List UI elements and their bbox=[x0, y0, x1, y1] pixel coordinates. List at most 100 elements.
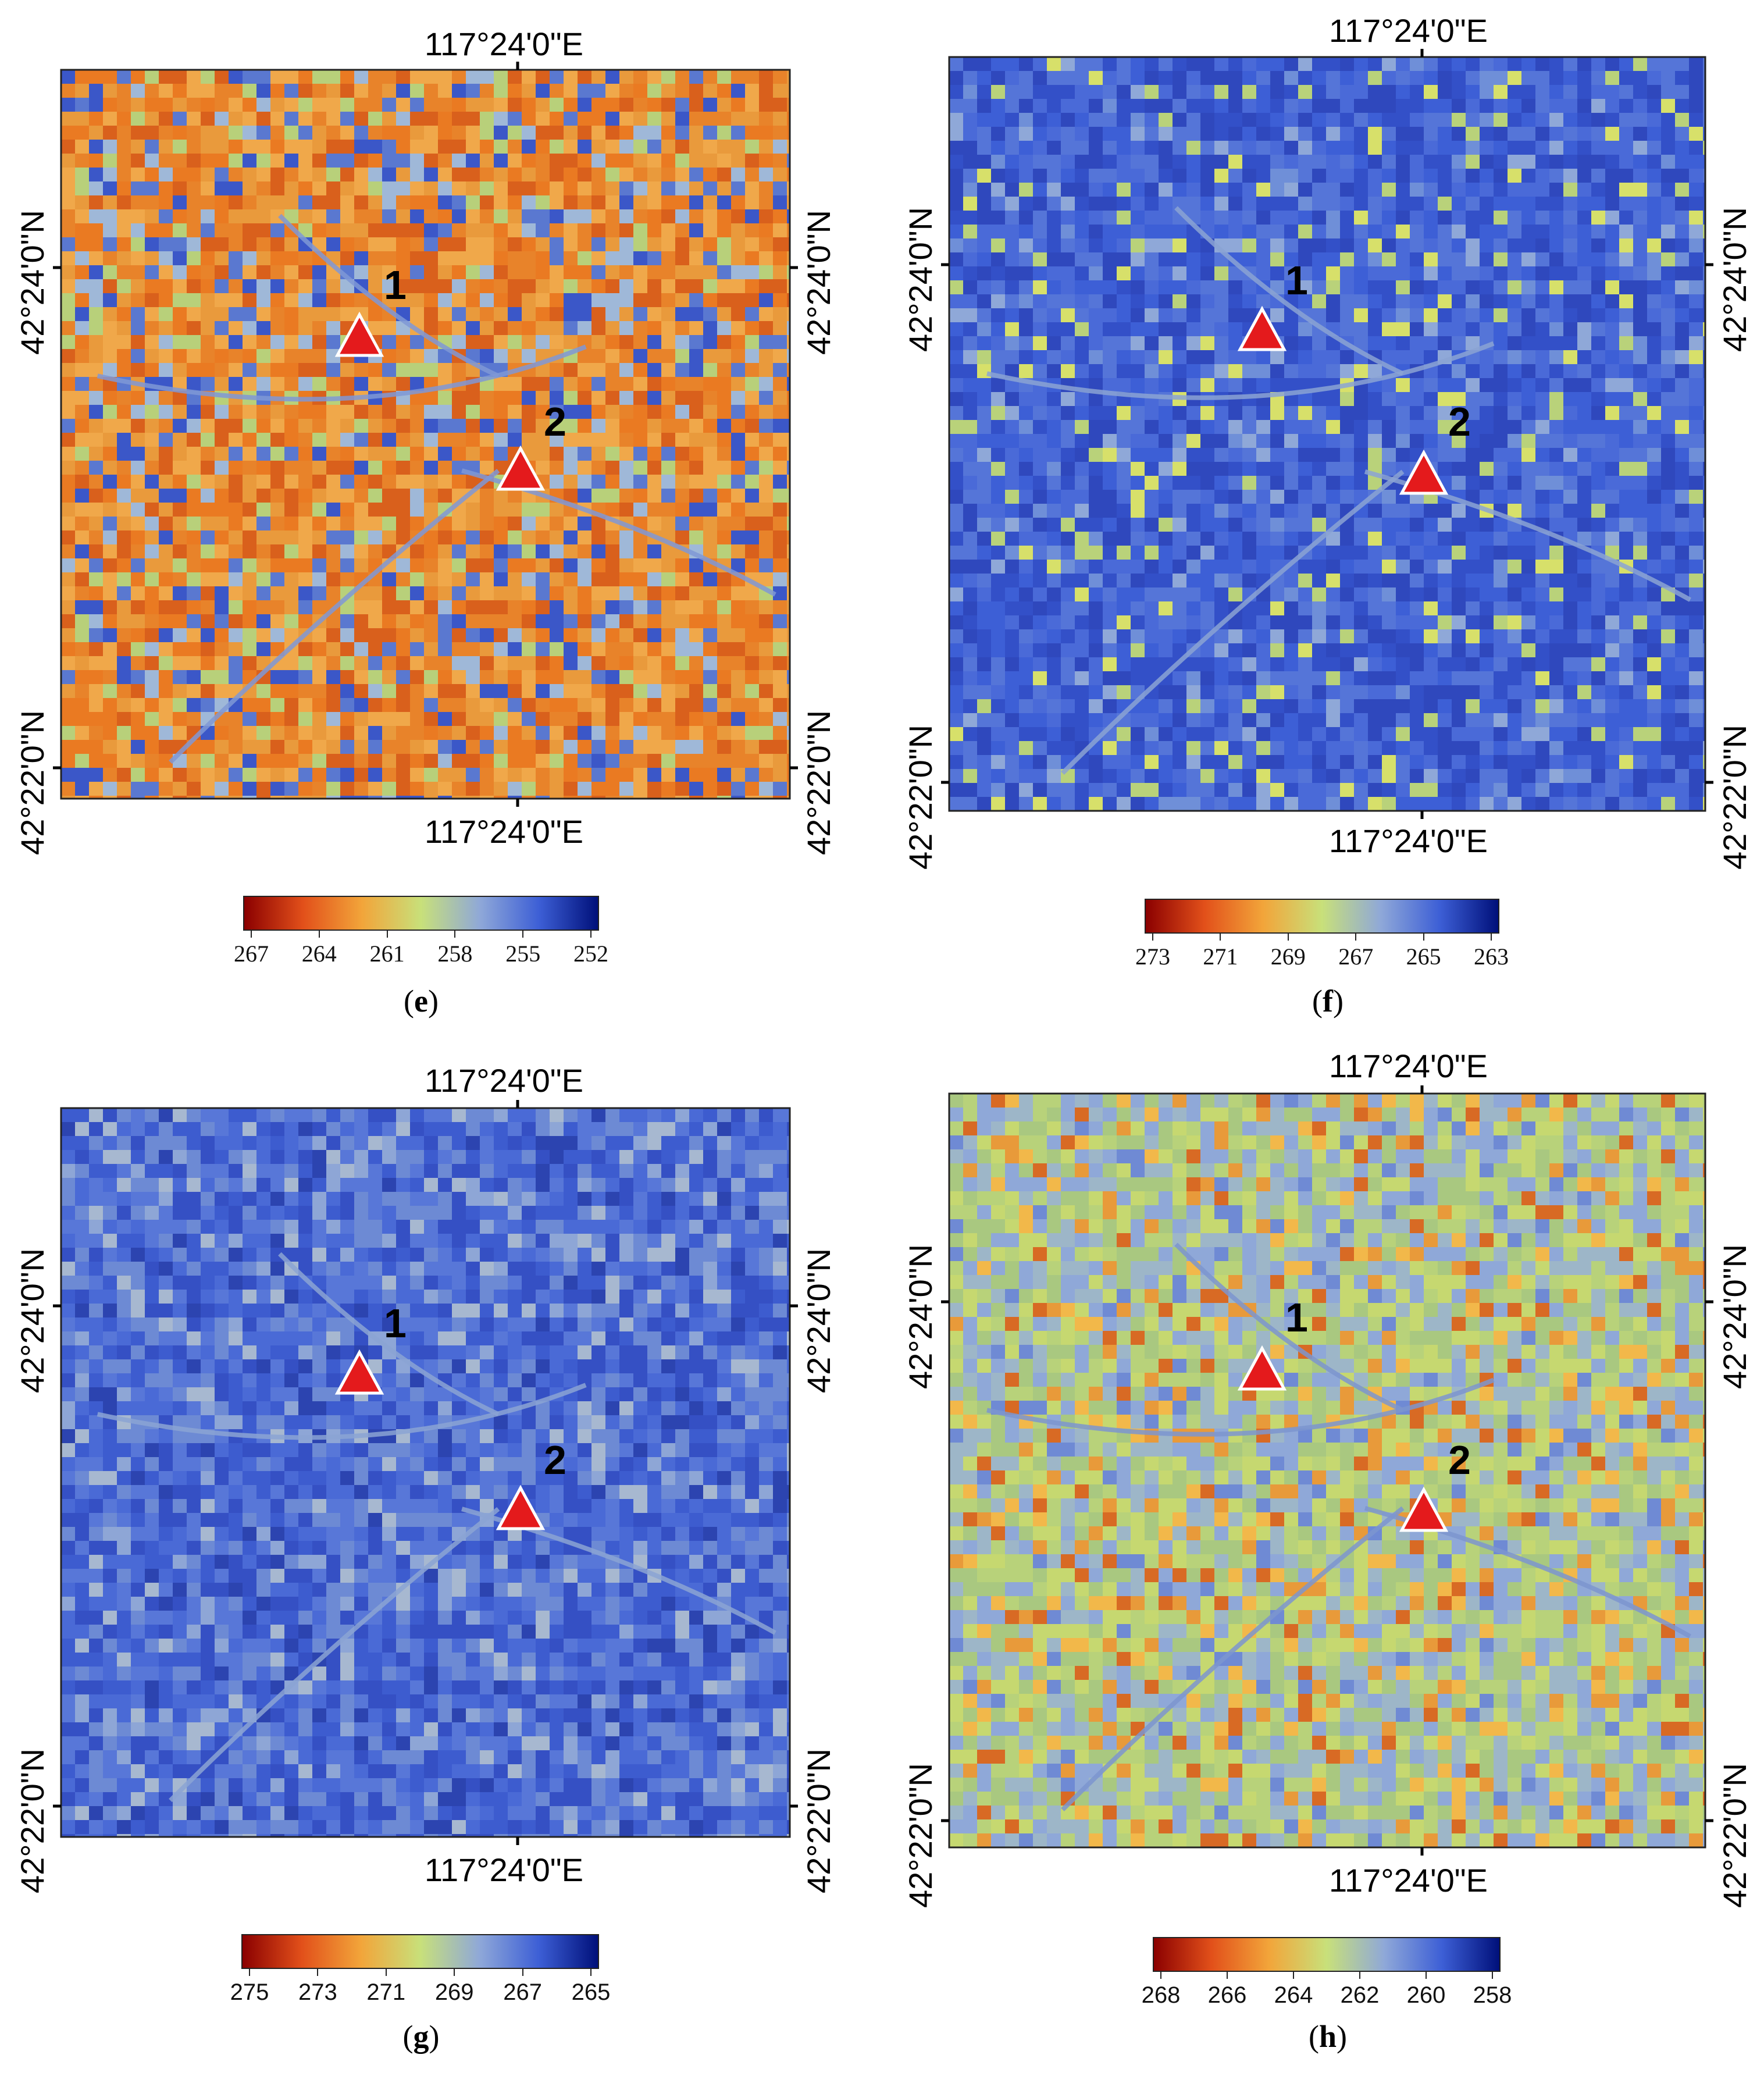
colorbar-tick-label-f-2: 269 bbox=[1270, 943, 1306, 970]
site-2-marker-e bbox=[496, 445, 546, 491]
colorbar-e bbox=[243, 896, 599, 931]
map-frame-e bbox=[60, 69, 791, 800]
lat-label-upper-right-h: 42°24'0"N bbox=[1716, 1244, 1753, 1389]
panel-caption-letter-g: g bbox=[413, 2019, 429, 2054]
colorbar-tickmark-e-0 bbox=[251, 931, 252, 938]
raster-cells-e bbox=[61, 70, 790, 799]
lat-label-lower-left-h: 42°22'0"N bbox=[902, 1762, 939, 1908]
colorbar-tick-label-g-0: 275 bbox=[230, 1979, 269, 2005]
site-2-marker-f bbox=[1399, 449, 1449, 495]
colorbar-tick-label-f-1: 271 bbox=[1203, 943, 1238, 970]
colorbar-tick-label-e-5: 252 bbox=[573, 941, 608, 967]
colorbar-tickmark-f-4 bbox=[1423, 934, 1424, 941]
lon-label-top-f: 117°24'0"E bbox=[1329, 12, 1488, 49]
lon-label-top-h: 117°24'0"E bbox=[1329, 1048, 1488, 1084]
site-2-marker-g bbox=[496, 1484, 546, 1530]
lat-label-lower-right-h: 42°22'0"N bbox=[1716, 1762, 1753, 1908]
colorbar-g bbox=[241, 1934, 599, 1969]
site-2-label-e: 2 bbox=[544, 399, 566, 444]
colorbar-h bbox=[1153, 1937, 1501, 1972]
colorbar-tickmark-f-1 bbox=[1220, 934, 1221, 941]
raster-cells-g bbox=[61, 1108, 790, 1837]
colorbar-tick-label-g-5: 265 bbox=[571, 1979, 611, 2005]
lon-label-top-g: 117°24'0"E bbox=[425, 1062, 584, 1099]
panel-caption-letter-f: f bbox=[1323, 984, 1333, 1019]
colorbar-tick-label-f-3: 267 bbox=[1338, 943, 1374, 970]
colorbar-tickmark-f-0 bbox=[1152, 934, 1153, 941]
site-2-label-f: 2 bbox=[1448, 399, 1471, 444]
colorbar-tickmark-e-2 bbox=[386, 931, 388, 938]
lon-label-bottom-g: 117°24'0"E bbox=[425, 1851, 584, 1888]
colorbar-tick-label-e-0: 267 bbox=[234, 941, 269, 967]
colorbar-tickmark-e-4 bbox=[522, 931, 524, 938]
colorbar-tick-label-h-3: 262 bbox=[1340, 1982, 1380, 2008]
site-1-label-f: 1 bbox=[1285, 258, 1308, 303]
lon-label-bottom-e: 117°24'0"E bbox=[425, 813, 584, 850]
colorbar-tickmark-g-3 bbox=[454, 1969, 455, 1976]
panel-caption-letter-e: e bbox=[414, 984, 428, 1019]
site-2-label-g: 2 bbox=[544, 1437, 566, 1483]
colorbar-tick-label-g-2: 271 bbox=[366, 1979, 406, 2005]
site-1-marker-g bbox=[334, 1349, 384, 1395]
panel-caption-letter-h: h bbox=[1318, 2019, 1337, 2054]
lon-label-bottom-f: 117°24'0"E bbox=[1329, 822, 1488, 859]
colorbar-tickmark-h-3 bbox=[1359, 1972, 1360, 1979]
colorbar-tick-label-e-1: 264 bbox=[301, 941, 337, 967]
panel-caption-f: (f) bbox=[1312, 984, 1344, 1019]
colorbar-f bbox=[1145, 899, 1499, 934]
colorbar-tickmark-g-5 bbox=[590, 1969, 591, 1976]
colorbar-tickmark-h-4 bbox=[1426, 1972, 1427, 1979]
colorbar-tickmark-f-3 bbox=[1355, 934, 1357, 941]
map-frame-f bbox=[948, 56, 1706, 812]
raster-cells-f bbox=[949, 57, 1705, 811]
colorbar-tick-label-f-0: 273 bbox=[1135, 943, 1170, 970]
colorbar-tickmark-h-2 bbox=[1293, 1972, 1294, 1979]
colorbar-tick-label-h-5: 258 bbox=[1473, 1982, 1512, 2008]
site-1-label-e: 1 bbox=[384, 262, 407, 308]
colorbar-tickmark-e-1 bbox=[318, 931, 320, 938]
map-frame-h bbox=[948, 1092, 1706, 1849]
lat-label-upper-left-h: 42°24'0"N bbox=[902, 1244, 939, 1389]
site-2-marker-h bbox=[1399, 1486, 1449, 1532]
lon-label-top-e: 117°24'0"E bbox=[425, 26, 584, 62]
lon-label-bottom-h: 117°24'0"E bbox=[1329, 1862, 1488, 1899]
site-1-marker-e bbox=[334, 311, 384, 357]
colorbar-tick-label-h-0: 268 bbox=[1141, 1982, 1181, 2008]
colorbar-tickmark-g-1 bbox=[317, 1969, 319, 1976]
panel-caption-h: (h) bbox=[1308, 2019, 1348, 2054]
colorbar-tickmark-e-3 bbox=[454, 931, 456, 938]
colorbar-tick-label-g-4: 267 bbox=[503, 1979, 542, 2005]
colorbar-tick-label-f-4: 265 bbox=[1406, 943, 1441, 970]
colorbar-tick-label-e-2: 261 bbox=[369, 941, 405, 967]
colorbar-tickmark-g-0 bbox=[249, 1969, 250, 1976]
colorbar-tick-label-g-3: 269 bbox=[434, 1979, 474, 2005]
colorbar-tick-label-e-4: 255 bbox=[505, 941, 541, 967]
site-1-marker-h bbox=[1237, 1345, 1287, 1391]
colorbar-tickmark-f-5 bbox=[1491, 934, 1492, 941]
colorbar-tickmark-h-0 bbox=[1160, 1972, 1161, 1979]
colorbar-tick-label-g-1: 273 bbox=[298, 1979, 337, 2005]
colorbar-tickmark-f-2 bbox=[1287, 934, 1289, 941]
site-2-label-h: 2 bbox=[1448, 1437, 1471, 1483]
colorbar-tick-label-h-4: 260 bbox=[1406, 1982, 1446, 2008]
colorbar-tickmark-e-5 bbox=[590, 931, 591, 938]
site-1-marker-f bbox=[1237, 305, 1287, 351]
site-1-label-g: 1 bbox=[384, 1301, 407, 1346]
site-1-label-h: 1 bbox=[1285, 1295, 1308, 1340]
colorbar-tick-label-f-5: 263 bbox=[1474, 943, 1509, 970]
panel-caption-g: (g) bbox=[402, 2019, 440, 2054]
colorbar-tickmark-h-5 bbox=[1492, 1972, 1493, 1979]
colorbar-tickmark-h-1 bbox=[1227, 1972, 1228, 1979]
colorbar-tick-label-e-3: 258 bbox=[437, 941, 473, 967]
colorbar-tickmark-g-2 bbox=[385, 1969, 387, 1976]
map-frame-g bbox=[60, 1107, 791, 1838]
raster-cells-h bbox=[949, 1094, 1705, 1847]
colorbar-tick-label-h-1: 266 bbox=[1207, 1982, 1247, 2008]
colorbar-tickmark-g-4 bbox=[522, 1969, 523, 1976]
colorbar-tick-label-h-2: 264 bbox=[1274, 1982, 1313, 2008]
river-lines-h bbox=[986, 1242, 1691, 1812]
